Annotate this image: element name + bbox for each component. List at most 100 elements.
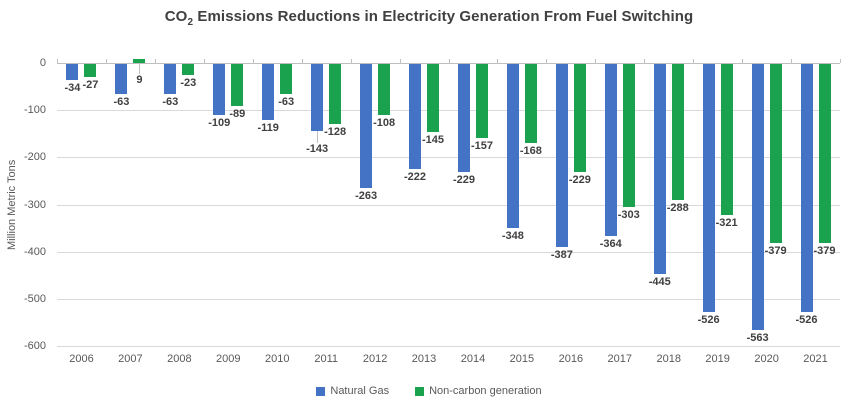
data-label: -63 [113, 95, 130, 108]
gridline [57, 251, 840, 253]
data-label: -128 [324, 126, 347, 139]
data-label: -348 [501, 230, 524, 243]
category-tick [301, 59, 303, 63]
data-label: -23 [180, 76, 197, 89]
data-label: -303 [617, 208, 640, 221]
gridline [57, 298, 840, 300]
bar-2020-non-carbon [769, 64, 782, 243]
data-label: -34 [64, 82, 81, 95]
bar-2021-non-carbon [818, 64, 831, 243]
category-tick [105, 59, 107, 63]
category-tick [644, 59, 646, 63]
bar-2016-non-carbon [573, 64, 586, 172]
bar-2009-non-carbon [231, 64, 244, 106]
x-axis-category-label: 2018 [656, 353, 681, 365]
data-label: -63 [278, 95, 295, 108]
data-label: -445 [648, 275, 671, 288]
category-tick [497, 59, 499, 63]
category-tick [399, 59, 401, 63]
bar-2019-non-carbon [720, 64, 733, 216]
data-label: -157 [470, 140, 493, 153]
label-leader-line [317, 131, 319, 144]
gridline [57, 157, 840, 159]
data-label: -387 [550, 248, 573, 261]
bar-2007-natural-gas [115, 64, 128, 94]
x-axis-category-label: 2013 [411, 353, 437, 365]
x-axis-category-label: 2009 [216, 353, 241, 365]
bar-2009-natural-gas [213, 64, 226, 116]
x-axis-category-label: 2019 [705, 353, 730, 365]
bar-2012-non-carbon [378, 64, 391, 115]
y-axis-tick-label: -400 [23, 245, 46, 258]
bar-2010-natural-gas [262, 64, 275, 121]
bar-2014-natural-gas [457, 64, 470, 172]
category-tick [252, 59, 254, 63]
legend-item-non-carbon-generation: Non-carbon generation [415, 385, 542, 397]
bar-2017-non-carbon [622, 64, 635, 207]
category-tick [693, 59, 695, 63]
y-axis-tick-label: 0 [39, 57, 46, 69]
data-label: -364 [599, 237, 622, 250]
x-axis-category-label: 2017 [607, 353, 633, 365]
bar-2006-natural-gas [66, 64, 79, 81]
category-tick [840, 59, 841, 63]
bar-2011-natural-gas [311, 64, 324, 132]
data-label: -321 [715, 217, 738, 230]
y-axis-tick-label: -500 [23, 292, 46, 305]
y-axis-tick-label: -200 [23, 151, 46, 164]
bar-2013-non-carbon [427, 64, 440, 133]
bar-2012-natural-gas [360, 64, 373, 189]
legend-swatch [316, 386, 326, 396]
bar-2020-natural-gas [751, 64, 764, 330]
category-tick [595, 59, 597, 63]
y-axis-tick-label: -300 [23, 198, 46, 211]
category-tick [791, 59, 793, 63]
category-tick [448, 59, 450, 63]
bar-2013-natural-gas [409, 64, 422, 169]
data-label: -288 [666, 201, 689, 214]
gridline [57, 110, 840, 112]
x-axis-category-label: 2021 [803, 353, 828, 365]
chart-title: CO2 Emissions Reductions in Electricity … [164, 8, 694, 28]
x-axis-category-label: 2007 [118, 353, 143, 365]
bar-2015-natural-gas [506, 64, 519, 229]
category-tick [203, 59, 205, 63]
gridline [57, 346, 840, 347]
data-label: -379 [764, 244, 787, 257]
data-label: -263 [355, 190, 378, 203]
bar-2021-natural-gas [800, 64, 813, 313]
data-label: 9 [136, 74, 143, 86]
bar-2017-natural-gas [604, 64, 617, 236]
bar-2019-natural-gas [702, 64, 715, 313]
data-label: -27 [82, 78, 99, 91]
x-axis-category-label: 2012 [362, 353, 388, 365]
legend-label: Non-carbon generation [429, 385, 542, 397]
bar-2008-non-carbon [182, 64, 195, 75]
data-label: -379 [813, 244, 836, 257]
data-label: -168 [519, 145, 542, 158]
bar-2014-non-carbon [475, 64, 488, 139]
bar-2018-natural-gas [653, 64, 666, 274]
y-axis-tick-label: -100 [23, 104, 46, 117]
data-label: -563 [746, 331, 769, 344]
data-label: -108 [373, 116, 396, 129]
x-axis-category-label: 2011 [314, 353, 338, 365]
category-tick [546, 59, 548, 63]
x-axis-category-label: 2008 [167, 353, 192, 365]
x-axis-category-label: 2006 [69, 353, 94, 365]
bar-2018-non-carbon [671, 64, 684, 200]
bar-2011-non-carbon [329, 64, 342, 125]
bar-2008-natural-gas [164, 64, 177, 94]
x-axis-category-label: 2016 [558, 353, 584, 365]
x-axis-category-label: 2010 [264, 353, 290, 365]
data-label: -109 [208, 117, 231, 130]
data-label: -526 [795, 314, 818, 327]
y-axis-tick-label: -600 [23, 340, 46, 352]
x-axis-category-label: 2020 [754, 353, 779, 365]
bar-2006-non-carbon [84, 64, 97, 77]
legend-swatch [415, 386, 425, 396]
data-label: -119 [257, 122, 279, 135]
data-label: -143 [306, 143, 329, 156]
zero-axis-line [57, 63, 840, 64]
